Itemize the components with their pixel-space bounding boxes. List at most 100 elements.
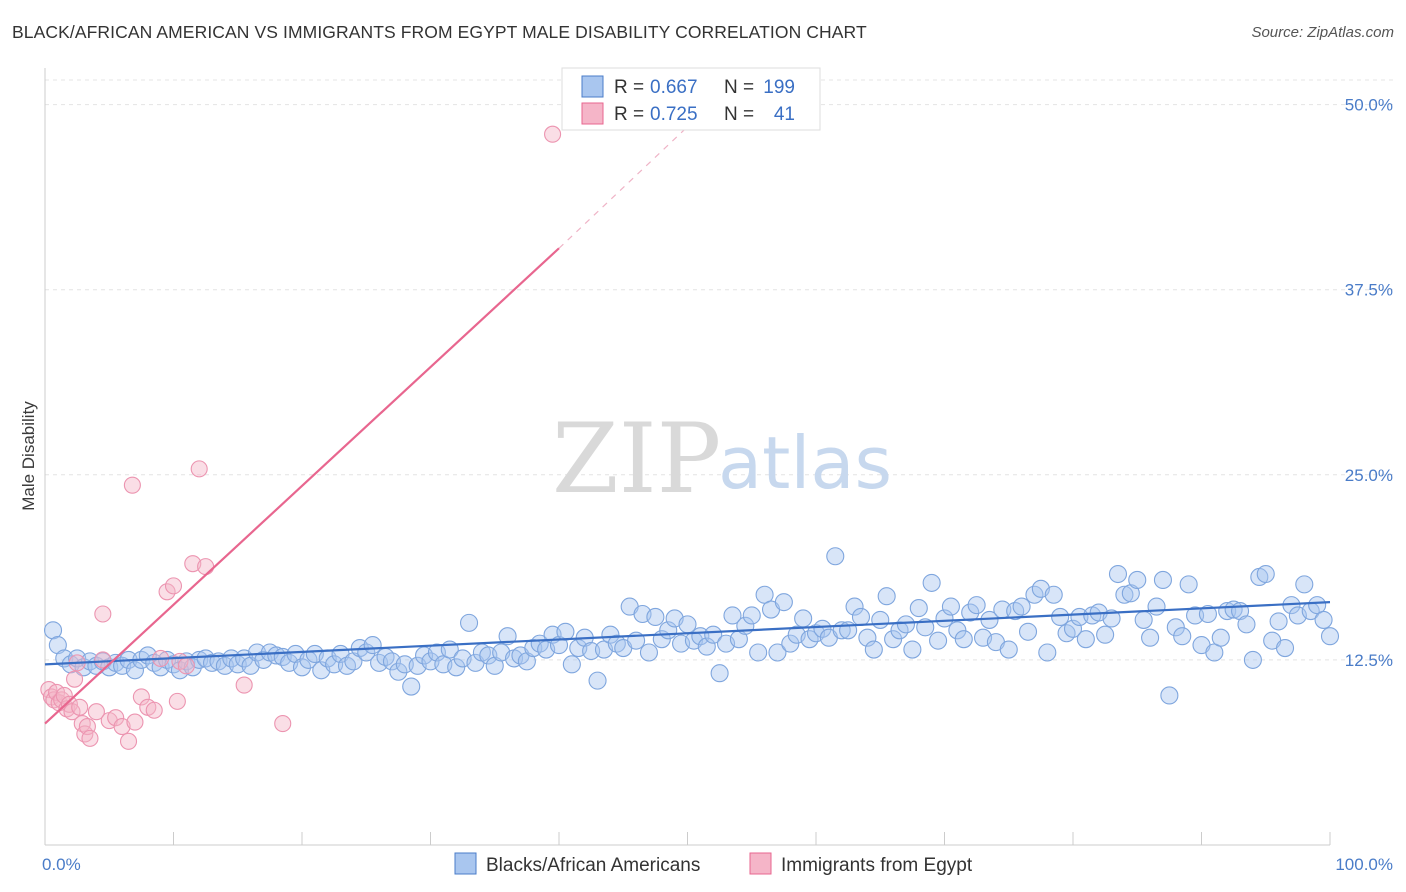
point-blacks <box>1224 600 1243 619</box>
point-blacks <box>845 597 864 616</box>
point-blacks <box>601 625 620 644</box>
point-blacks <box>363 636 382 655</box>
bottom-legend-swatch-pink <box>749 852 772 875</box>
legend-n-value-1: 199 <box>763 77 795 98</box>
point-blacks <box>1211 628 1230 647</box>
point-blacks <box>826 547 845 566</box>
point-blacks <box>678 615 697 634</box>
bottom-legend-swatch-blue <box>454 852 477 875</box>
series-egypt-points <box>40 125 562 750</box>
trend-line-egypt-extension <box>558 126 688 249</box>
point-egypt <box>197 558 215 576</box>
series-blacks-points <box>43 547 1340 705</box>
point-blacks <box>1102 609 1121 628</box>
point-blacks <box>922 573 941 592</box>
point-blacks <box>1134 610 1153 629</box>
point-blacks <box>1108 564 1128 584</box>
point-blacks <box>1147 597 1166 616</box>
point-blacks <box>588 671 607 690</box>
point-blacks <box>710 664 729 683</box>
trend-line-egypt <box>44 247 560 725</box>
point-blacks <box>1044 585 1063 604</box>
point-blacks <box>794 609 813 628</box>
point-blacks <box>858 628 877 647</box>
point-blacks <box>43 621 63 640</box>
point-blacks <box>556 622 575 641</box>
point-egypt <box>73 715 91 733</box>
point-blacks <box>948 621 967 640</box>
point-blacks <box>723 606 742 625</box>
chart-title: BLACK/AFRICAN AMERICAN VS IMMIGRANTS FRO… <box>12 22 867 42</box>
point-egypt <box>107 709 125 727</box>
point-blacks <box>704 625 723 644</box>
y-tick-label: 37.5% <box>1345 281 1393 300</box>
point-blacks <box>903 640 922 659</box>
point-blacks <box>1269 612 1288 631</box>
point-egypt <box>164 577 183 595</box>
x-tick-label-min: 0.0% <box>42 855 81 874</box>
point-blacks <box>742 606 761 625</box>
point-blacks <box>447 658 466 677</box>
point-blacks <box>292 658 312 677</box>
point-blacks <box>1198 604 1217 624</box>
point-blacks <box>1128 570 1147 589</box>
point-blacks <box>1160 686 1179 705</box>
bottom-legend-egypt: Immigrants from Egypt <box>781 855 973 876</box>
point-blacks <box>935 609 954 628</box>
point-blacks <box>909 599 928 618</box>
point-blacks <box>813 619 832 638</box>
point-blacks <box>877 587 896 606</box>
watermark-atlas: atlas <box>718 421 892 505</box>
legend-n-label-1: N = <box>724 77 754 98</box>
point-egypt <box>94 651 112 669</box>
point-egypt <box>94 605 112 623</box>
point-blacks <box>1115 585 1134 604</box>
y-tick-label: 25.0% <box>1345 466 1393 485</box>
y-tick-label: 12.5% <box>1345 651 1393 670</box>
point-blacks <box>1012 597 1031 616</box>
point-egypt <box>168 692 186 710</box>
legend-swatch-pink <box>581 102 604 125</box>
correlation-legend: R = 0.667 N = 199 R = 0.725 N = 41 <box>561 67 821 131</box>
point-blacks <box>1275 639 1295 658</box>
point-egypt <box>235 676 253 694</box>
point-blacks <box>247 643 267 662</box>
point-blacks <box>562 655 581 674</box>
point-blacks <box>961 603 980 622</box>
watermark: ZIP atlas <box>552 403 892 515</box>
point-blacks <box>871 610 890 629</box>
legend-r-value-2: 0.725 <box>650 104 698 125</box>
legend-r-value-1: 0.667 <box>650 77 698 98</box>
point-blacks <box>459 613 479 632</box>
point-blacks <box>498 627 517 646</box>
legend-n-label-2: N = <box>724 104 754 125</box>
point-egypt <box>544 125 562 143</box>
axes <box>44 68 1331 846</box>
point-blacks <box>916 618 935 637</box>
point-egypt <box>184 555 202 573</box>
point-blacks <box>1295 575 1314 594</box>
point-blacks <box>1141 628 1160 647</box>
trend-line-blacks <box>44 601 1331 666</box>
point-blacks <box>1076 630 1095 649</box>
bottom-legend-blacks: Blacks/African Americans <box>486 855 700 876</box>
point-egypt <box>145 701 163 719</box>
point-blacks <box>941 597 960 616</box>
point-blacks <box>1243 650 1262 669</box>
point-blacks <box>774 593 793 612</box>
point-blacks <box>1173 627 1192 646</box>
x-tick-labels: 0.0% 100.0% <box>42 855 1393 874</box>
y-axis-label: Male Disability <box>19 401 38 511</box>
point-blacks <box>884 630 903 649</box>
point-blacks <box>1038 643 1057 662</box>
point-egypt <box>190 460 208 478</box>
point-blacks <box>1256 564 1275 584</box>
point-egypt <box>55 686 73 704</box>
point-egypt <box>177 657 195 675</box>
point-blacks <box>1063 619 1083 638</box>
point-blacks <box>1096 625 1115 644</box>
source-label: Source: ZipAtlas.com <box>1251 24 1394 41</box>
point-blacks <box>1179 575 1198 594</box>
point-blacks <box>896 615 916 634</box>
